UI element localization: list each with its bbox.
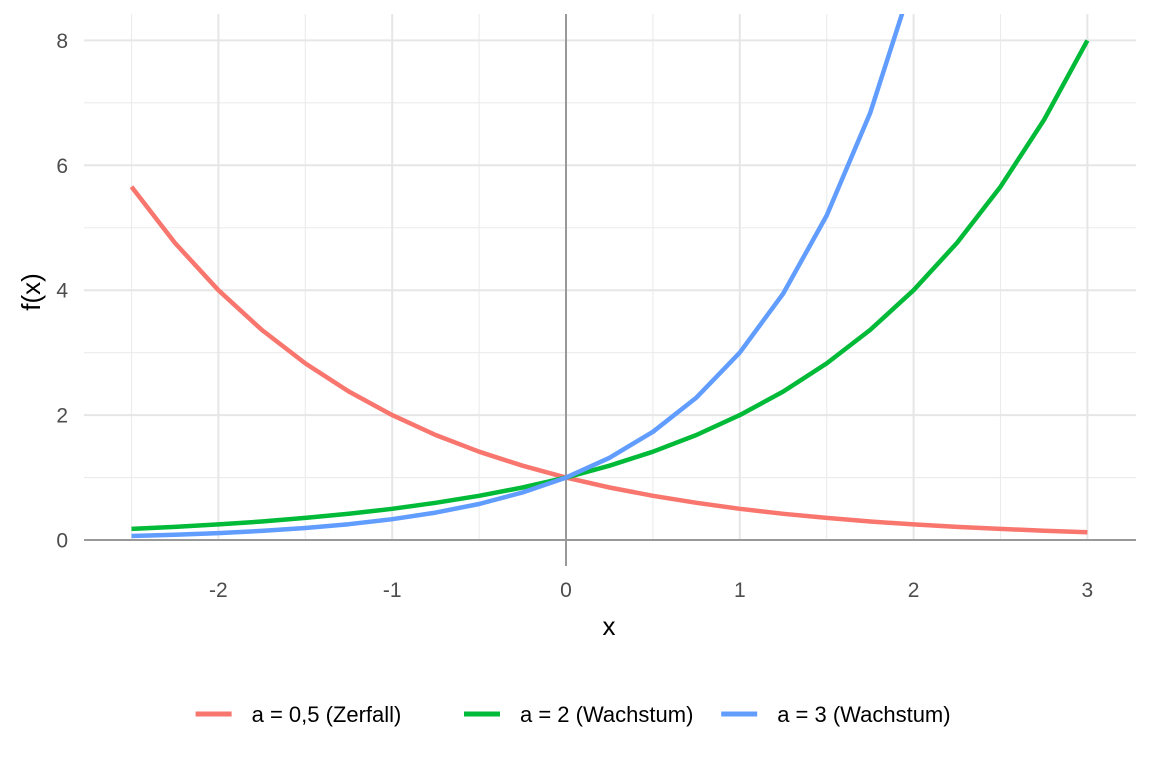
x-tick-label: 2 <box>908 579 920 602</box>
y-tick-label: 4 <box>56 280 68 303</box>
y-axis-title: f(x) <box>16 273 46 311</box>
major-gridlines <box>84 14 1136 541</box>
x-tick-label: 0 <box>560 579 572 602</box>
x-axis-title: x <box>603 611 616 641</box>
series-line-3 <box>131 14 905 539</box>
series-lines <box>129 14 1090 539</box>
legend-label: a = 3 (Wachstum) <box>777 702 950 727</box>
minor-gridlines <box>84 14 1136 540</box>
legend-label: a = 2 (Wachstum) <box>520 702 693 727</box>
x-axis-ticks: -2 -1 0 1 2 3 <box>209 579 1093 602</box>
legend-label: a = 0,5 (Zerfall) <box>252 702 402 727</box>
zero-axis-lines <box>84 14 1136 566</box>
series-line-1 <box>129 185 1088 535</box>
y-axis-ticks: 0 2 4 6 8 <box>56 30 68 553</box>
y-tick-label: 2 <box>56 405 68 428</box>
y-tick-label: 6 <box>56 155 68 178</box>
x-tick-label: 1 <box>734 579 746 602</box>
x-tick-label: -1 <box>383 579 402 602</box>
y-tick-label: 0 <box>56 530 68 553</box>
y-tick-label: 8 <box>56 30 68 53</box>
series-line-2 <box>131 39 1090 532</box>
legend: a = 0,5 (Zerfall) a = 2 (Wachstum) a = 3 (… <box>195 702 951 727</box>
x-tick-label: 3 <box>1082 579 1094 602</box>
x-tick-label: -2 <box>209 579 228 602</box>
